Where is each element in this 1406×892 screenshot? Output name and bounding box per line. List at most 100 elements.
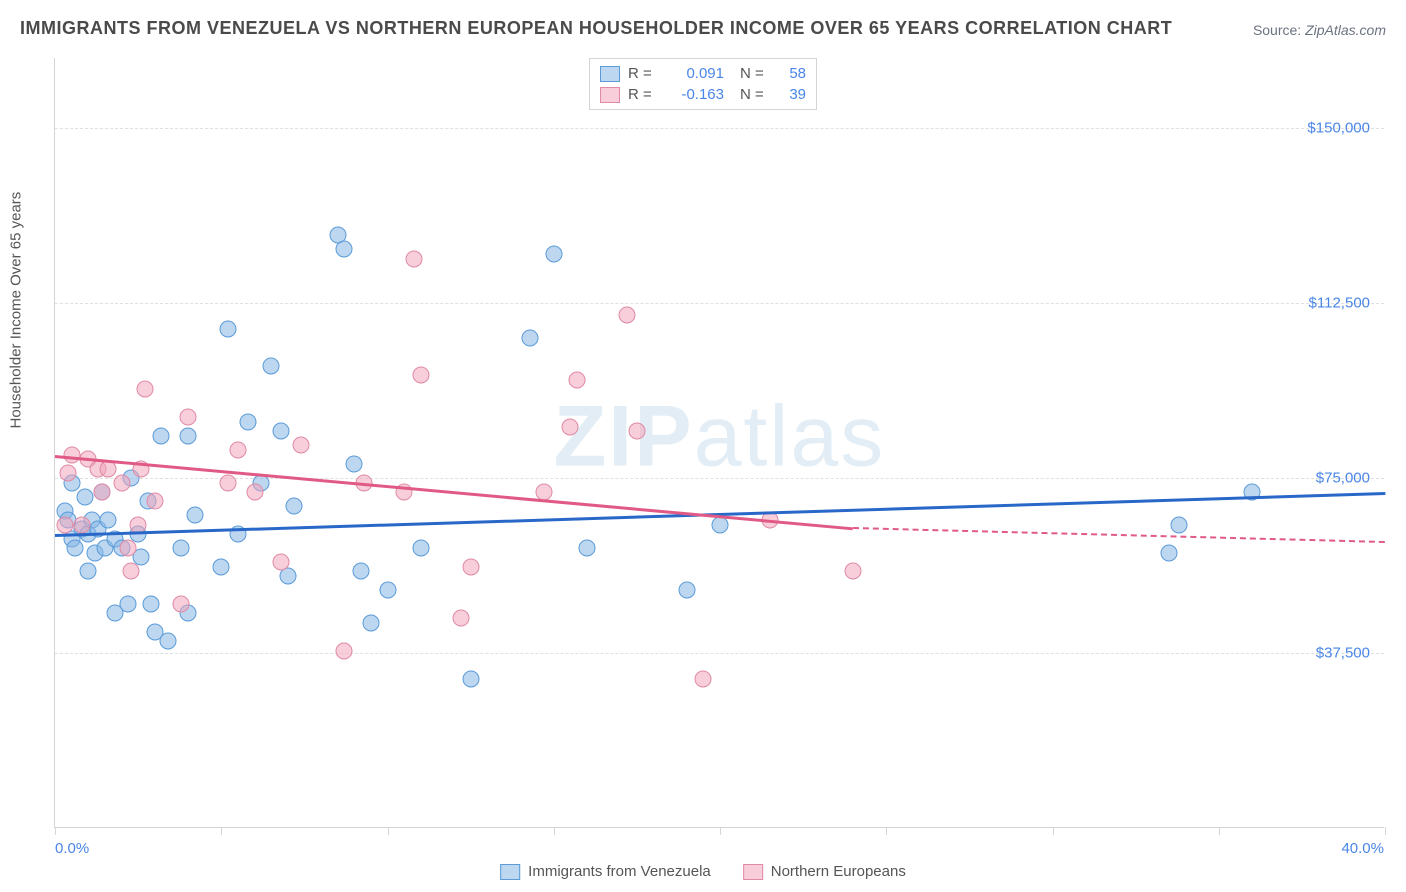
scatter-point	[186, 507, 203, 524]
scatter-point	[60, 465, 77, 482]
x-tick	[720, 827, 721, 835]
scatter-point	[146, 493, 163, 510]
scatter-point	[678, 582, 695, 599]
watermark-text: ZIPatlas	[554, 387, 886, 486]
scatter-point	[120, 540, 137, 557]
gridline	[55, 303, 1384, 304]
gridline	[55, 128, 1384, 129]
scatter-point	[406, 250, 423, 267]
scatter-point	[412, 540, 429, 557]
scatter-point	[695, 670, 712, 687]
x-tick	[1219, 827, 1220, 835]
legend-n-value: 39	[776, 86, 806, 103]
x-axis-max-label: 40.0%	[1341, 840, 1384, 857]
scatter-point	[160, 633, 177, 650]
scatter-point	[462, 670, 479, 687]
y-axis-label: Householder Income Over 65 years	[8, 192, 25, 429]
scatter-point	[845, 563, 862, 580]
gridline	[55, 653, 1384, 654]
scatter-point	[522, 330, 539, 347]
legend-row: R = -0.163 N = 39	[600, 84, 806, 105]
scatter-point	[113, 474, 130, 491]
scatter-point	[293, 437, 310, 454]
legend-swatch-blue	[600, 66, 620, 82]
scatter-point	[352, 563, 369, 580]
legend-label: Northern Europeans	[771, 863, 906, 880]
scatter-point	[562, 418, 579, 435]
scatter-point	[173, 596, 190, 613]
trend-line	[853, 527, 1385, 543]
scatter-point	[143, 596, 160, 613]
scatter-point	[120, 596, 137, 613]
scatter-point	[579, 540, 596, 557]
legend-r-label: R =	[628, 65, 656, 82]
legend-r-label: R =	[628, 86, 656, 103]
x-tick	[388, 827, 389, 835]
scatter-point	[379, 582, 396, 599]
chart-title: IMMIGRANTS FROM VENEZUELA VS NORTHERN EU…	[20, 18, 1172, 39]
scatter-point	[213, 558, 230, 575]
scatter-plot-area: 0.0% 40.0% ZIPatlas $37,500$75,000$112,5…	[54, 58, 1384, 828]
scatter-point	[1160, 544, 1177, 561]
scatter-point	[229, 442, 246, 459]
scatter-point	[66, 540, 83, 557]
x-tick	[554, 827, 555, 835]
legend-n-value: 58	[776, 65, 806, 82]
scatter-point	[56, 516, 73, 533]
source-label: Source:	[1253, 22, 1301, 38]
scatter-point	[180, 409, 197, 426]
scatter-point	[80, 563, 97, 580]
scatter-point	[346, 456, 363, 473]
scatter-point	[412, 367, 429, 384]
scatter-point	[219, 320, 236, 337]
x-tick	[55, 827, 56, 835]
legend-r-value: 0.091	[664, 65, 724, 82]
scatter-point	[100, 512, 117, 529]
scatter-point	[73, 516, 90, 533]
legend-item: Northern Europeans	[743, 863, 906, 880]
scatter-point	[362, 614, 379, 631]
scatter-point	[123, 563, 140, 580]
legend-n-label: N =	[740, 65, 768, 82]
y-tick-label: $37,500	[1316, 645, 1370, 662]
x-tick	[221, 827, 222, 835]
scatter-point	[219, 474, 236, 491]
scatter-point	[173, 540, 190, 557]
scatter-point	[462, 558, 479, 575]
legend-bottom: Immigrants from Venezuela Northern Europ…	[500, 863, 906, 880]
scatter-point	[569, 372, 586, 389]
scatter-point	[273, 554, 290, 571]
x-tick	[886, 827, 887, 835]
scatter-point	[618, 306, 635, 323]
source-attribution: Source: ZipAtlas.com	[1253, 22, 1386, 38]
scatter-point	[136, 381, 153, 398]
scatter-point	[452, 610, 469, 627]
scatter-point	[336, 642, 353, 659]
x-tick	[1385, 827, 1386, 835]
legend-swatch-pink	[743, 864, 763, 880]
scatter-point	[246, 484, 263, 501]
scatter-point	[1170, 516, 1187, 533]
legend-label: Immigrants from Venezuela	[528, 863, 711, 880]
scatter-point	[76, 488, 93, 505]
y-tick-label: $75,000	[1316, 470, 1370, 487]
legend-item: Immigrants from Venezuela	[500, 863, 711, 880]
y-tick-label: $150,000	[1307, 120, 1370, 137]
x-axis-min-label: 0.0%	[55, 840, 89, 857]
legend-n-label: N =	[740, 86, 768, 103]
x-tick	[1053, 827, 1054, 835]
trend-line	[55, 455, 853, 530]
scatter-point	[180, 428, 197, 445]
source-value: ZipAtlas.com	[1305, 22, 1386, 38]
scatter-point	[93, 484, 110, 501]
scatter-point	[273, 423, 290, 440]
legend-row: R = 0.091 N = 58	[600, 63, 806, 84]
y-tick-label: $112,500	[1309, 295, 1370, 312]
scatter-point	[63, 446, 80, 463]
scatter-point	[239, 414, 256, 431]
legend-swatch-pink	[600, 87, 620, 103]
scatter-point	[263, 358, 280, 375]
legend-swatch-blue	[500, 864, 520, 880]
scatter-point	[628, 423, 645, 440]
scatter-point	[153, 428, 170, 445]
